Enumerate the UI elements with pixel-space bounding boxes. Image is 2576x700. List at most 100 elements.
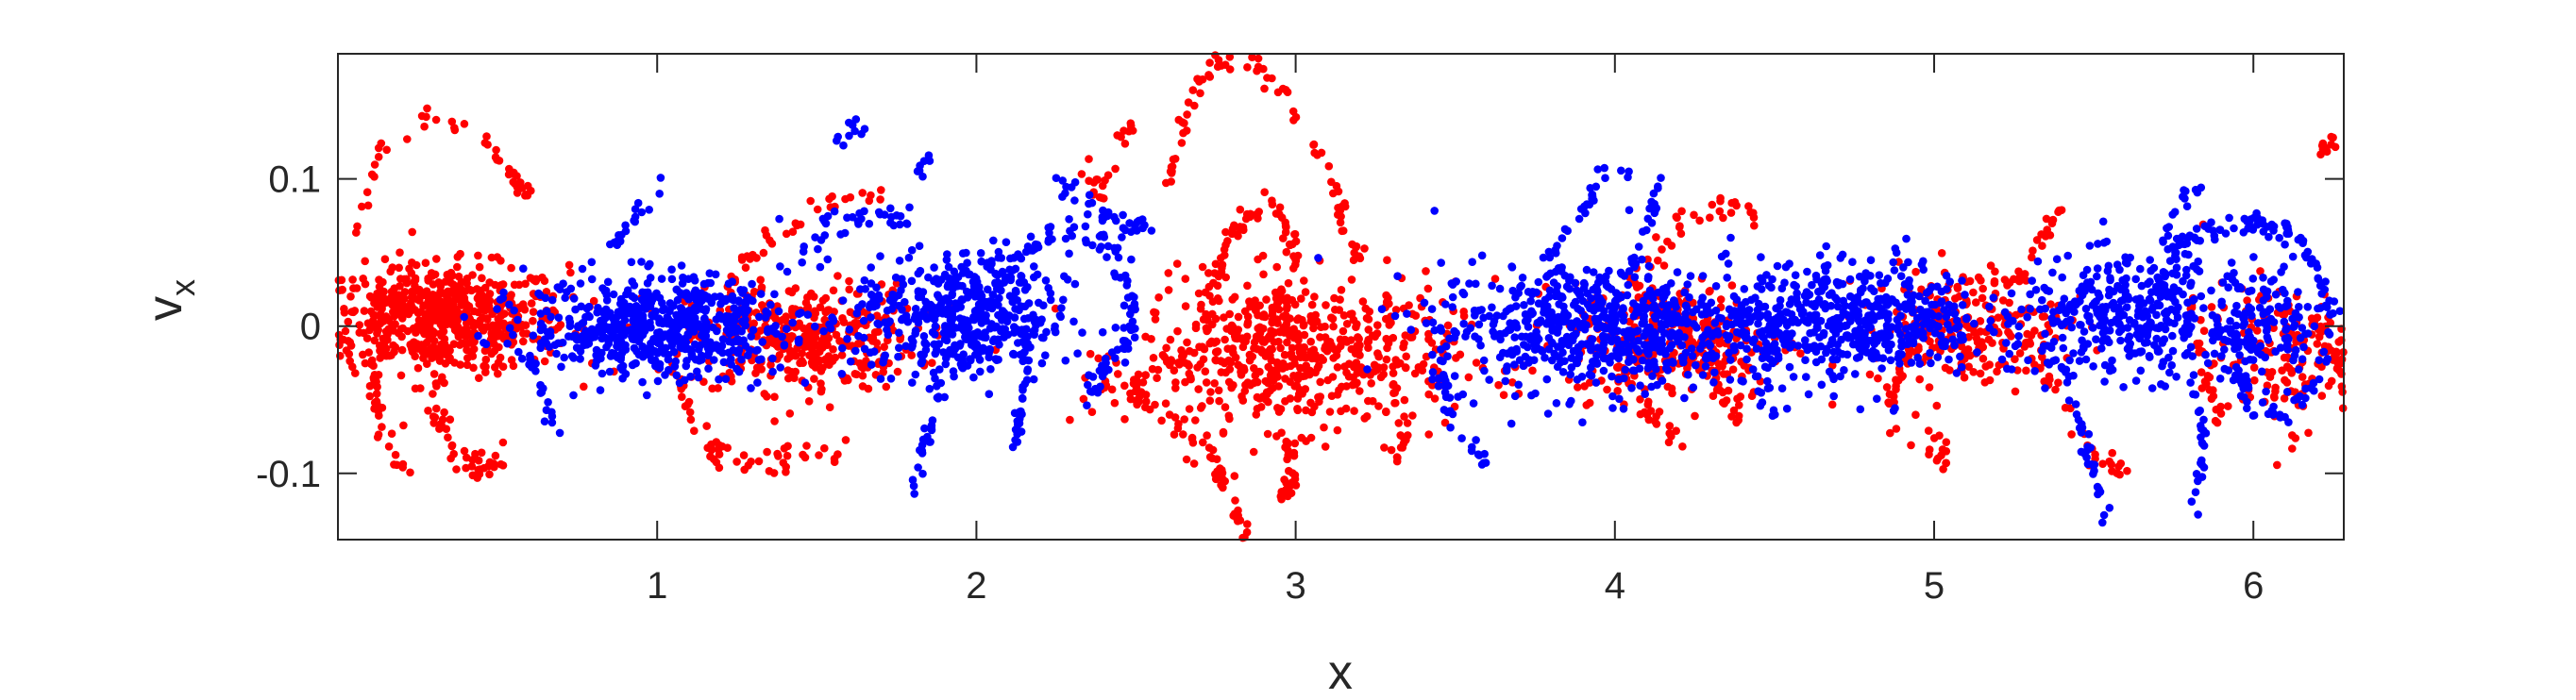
data-point [1150, 308, 1158, 317]
data-point [1248, 352, 1257, 361]
data-point [1354, 333, 1362, 342]
data-point [422, 112, 430, 122]
data-point [761, 225, 769, 235]
data-point [1614, 350, 1623, 358]
data-point [1951, 294, 1960, 303]
data-point [776, 262, 784, 271]
data-point [732, 310, 742, 320]
data-point [770, 417, 779, 425]
data-point [1516, 283, 1524, 292]
data-point [715, 463, 724, 473]
data-point [1732, 201, 1741, 210]
data-point [758, 338, 766, 346]
data-point [1300, 330, 1309, 340]
data-point [1145, 405, 1154, 414]
data-point [1827, 400, 1837, 409]
data-point [1528, 366, 1537, 375]
data-point [709, 323, 717, 332]
data-point [1254, 255, 1262, 264]
data-point [1865, 370, 1875, 379]
data-point [1796, 349, 1805, 358]
data-point [1364, 325, 1373, 334]
data-point [352, 228, 361, 237]
data-point [1780, 278, 1789, 288]
data-point [566, 268, 575, 277]
data-point [1195, 77, 1204, 86]
data-point [618, 361, 628, 371]
data-point [362, 188, 372, 196]
data-point [816, 303, 825, 312]
data-point [958, 295, 968, 305]
data-point [1737, 376, 1745, 385]
data-point [1722, 396, 1731, 405]
data-point [990, 323, 1000, 332]
data-point [1913, 353, 1922, 362]
data-point [520, 305, 530, 314]
data-point [1698, 340, 1708, 349]
data-point [1258, 325, 1268, 333]
data-point [1689, 383, 1698, 392]
data-point [1400, 412, 1408, 421]
data-point [2022, 276, 2030, 285]
data-point [1012, 288, 1020, 296]
data-point [627, 258, 636, 267]
data-point [1202, 378, 1211, 387]
data-point [345, 357, 355, 366]
data-point [1180, 119, 1188, 127]
data-point [1293, 406, 1303, 415]
data-point [806, 196, 815, 206]
data-point [1073, 349, 1082, 358]
data-point [1651, 329, 1659, 339]
data-point [1573, 375, 1582, 384]
data-point [1117, 132, 1125, 142]
data-point [1849, 340, 1858, 349]
data-point [365, 392, 375, 401]
data-point [1677, 207, 1686, 216]
data-point [1566, 319, 1575, 328]
data-point [701, 331, 711, 341]
data-point [1545, 286, 1555, 295]
data-point [1353, 369, 1362, 377]
data-point [382, 145, 392, 155]
data-point [1002, 317, 1012, 326]
data-point [755, 312, 764, 322]
data-point [1988, 339, 1996, 347]
data-point [653, 376, 663, 386]
data-point [1365, 308, 1374, 316]
data-point [705, 269, 715, 278]
data-point [505, 324, 514, 333]
data-point [1275, 203, 1285, 212]
data-point [1557, 292, 1566, 301]
data-point [1214, 386, 1223, 395]
data-point [1305, 367, 1313, 376]
data-point [888, 290, 897, 299]
data-point [1744, 202, 1753, 210]
data-point [1659, 261, 1669, 270]
data-point [1391, 398, 1400, 408]
data-point [1126, 389, 1135, 398]
data-point [372, 390, 381, 398]
data-point [1276, 343, 1285, 353]
data-point [2288, 444, 2297, 453]
data-point [420, 122, 429, 131]
data-point [1623, 332, 1632, 342]
data-point [880, 342, 888, 352]
data-point [919, 350, 928, 359]
data-point [1279, 359, 1288, 368]
data-point [784, 374, 793, 383]
data-point [1389, 389, 1398, 398]
data-point [651, 307, 660, 316]
data-point [660, 304, 668, 313]
data-point [1468, 258, 1476, 267]
data-point [480, 346, 490, 356]
data-point [788, 227, 798, 236]
data-point [1333, 363, 1342, 372]
data-point [1335, 306, 1344, 314]
data-point [1452, 277, 1460, 286]
data-point [1510, 392, 1520, 401]
data-point [365, 381, 375, 391]
data-point [437, 376, 446, 385]
data-point [1041, 351, 1050, 360]
data-point [944, 280, 952, 290]
data-point [1198, 262, 1207, 272]
